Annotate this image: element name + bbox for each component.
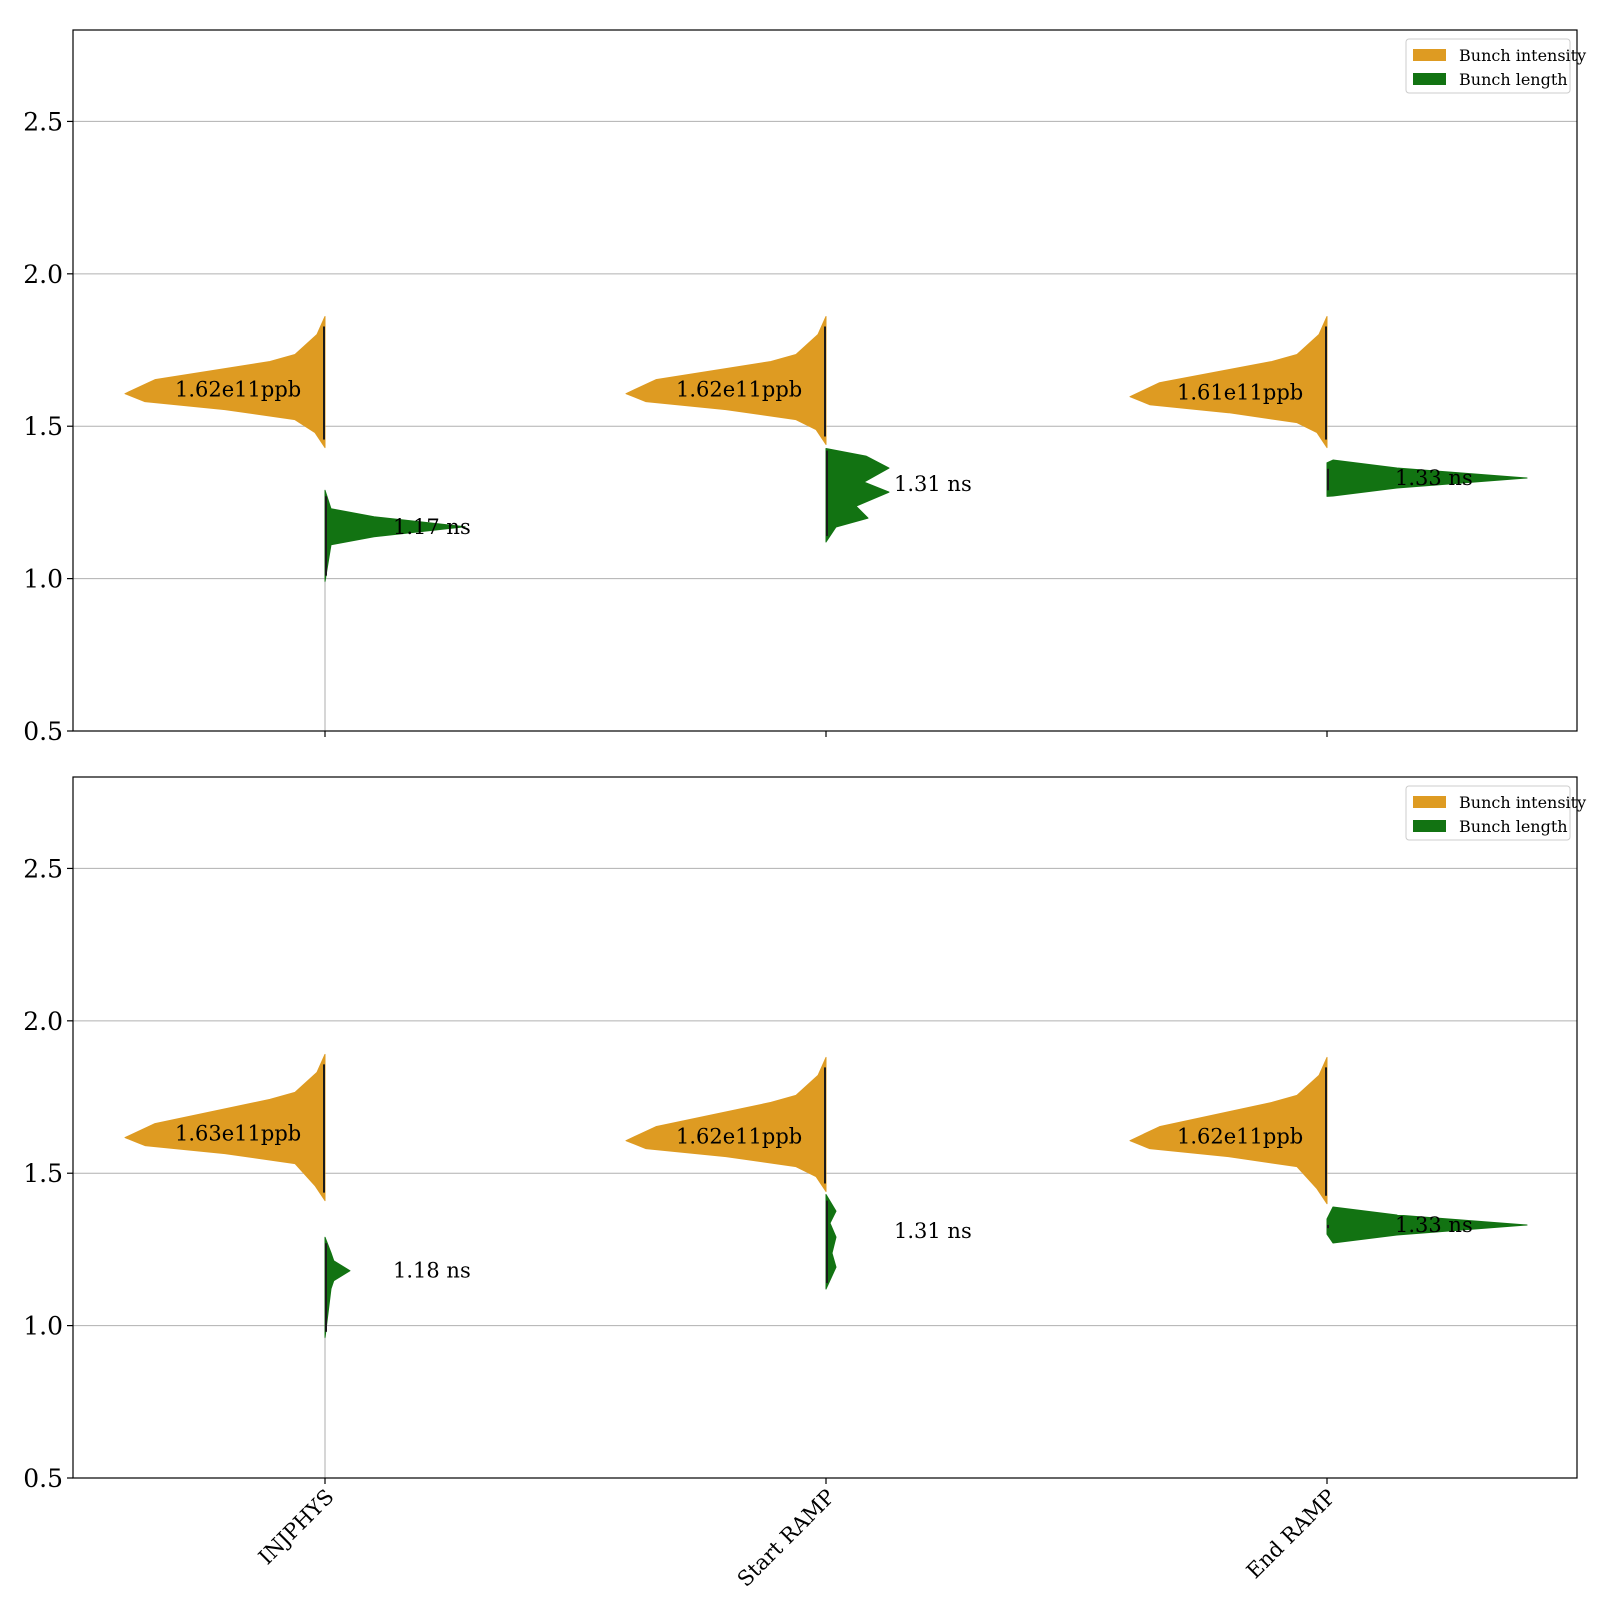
legend-swatch: [1413, 49, 1446, 61]
legend: Bunch intensity Bunch length: [1405, 38, 1586, 94]
length-violin-2: [1326, 1206, 1528, 1244]
y-tick-label: 1.0: [23, 1312, 63, 1341]
x-category-label: INJPHYS: [254, 1485, 339, 1570]
panel-top: 0.5 1.0 1.5 2.0 2.5 1.62e11ppb 1.62e11ppb 1.61e…: [23, 29, 1586, 746]
length-annotation-2: 1.33 ns: [1395, 1213, 1473, 1237]
y-tick-label: 2.0: [23, 1007, 63, 1036]
legend-swatch: [1413, 796, 1446, 808]
intensity-annotation-0: 1.63e11ppb: [175, 1122, 301, 1146]
intensity-annotation-1: 1.62e11ppb: [676, 1125, 802, 1149]
length-violin-0: [324, 1236, 351, 1339]
legend-label: Bunch length: [1459, 817, 1568, 836]
y-tick-label: 0.5: [23, 717, 63, 746]
length-annotation-1: 1.31 ns: [894, 472, 972, 496]
intensity-violin-1: [625, 1056, 827, 1192]
y-tick-label: 2.5: [23, 107, 63, 136]
length-annotation-2: 1.33 ns: [1395, 466, 1473, 490]
intensity-violin-1: [625, 315, 827, 446]
length-annotation-0: 1.18 ns: [393, 1259, 471, 1283]
y-tick-label: 1.5: [23, 412, 63, 441]
legend-swatch: [1413, 820, 1446, 832]
x-category-label: Start RAMP: [733, 1485, 840, 1592]
length-violin-1: [825, 1194, 837, 1290]
x-category-label: End RAMP: [1242, 1485, 1341, 1584]
length-violin-1: [825, 448, 890, 543]
y-tick-label: 0.5: [23, 1464, 63, 1493]
length-violin-2: [1326, 459, 1528, 497]
legend-label: Bunch length: [1459, 70, 1568, 89]
y-tick-label: 2.5: [23, 854, 63, 883]
intensity-violin-0: [124, 315, 326, 449]
legend-label: Bunch intensity: [1459, 46, 1586, 65]
legend-box: [1405, 785, 1571, 841]
intensity-violin-2: [1129, 1056, 1328, 1205]
y-tick-label: 2.0: [23, 260, 63, 289]
intensity-annotation-2: 1.61e11ppb: [1177, 381, 1303, 405]
intensity-violin-2: [1129, 315, 1328, 449]
legend-box: [1405, 38, 1571, 94]
length-annotation-0: 1.17 ns: [393, 515, 471, 539]
axes-frame: [72, 29, 1578, 732]
legend-label: Bunch intensity: [1459, 793, 1586, 812]
intensity-annotation-2: 1.62e11ppb: [1177, 1125, 1303, 1149]
y-tick-label: 1.0: [23, 565, 63, 594]
y-tick-label: 1.5: [23, 1159, 63, 1188]
legend-swatch: [1413, 73, 1446, 85]
length-annotation-1: 1.31 ns: [894, 1219, 972, 1243]
intensity-annotation-0: 1.62e11ppb: [175, 378, 301, 402]
axes-frame: [72, 776, 1578, 1479]
legend: Bunch intensity Bunch length: [1405, 785, 1586, 841]
intensity-violin-0: [124, 1053, 326, 1202]
panel-bottom: 0.5 1.0 1.5 2.0 2.5 1.63e11ppb 1.62e11ppb 1.62e…: [23, 776, 1586, 1592]
intensity-annotation-1: 1.62e11ppb: [676, 378, 802, 402]
